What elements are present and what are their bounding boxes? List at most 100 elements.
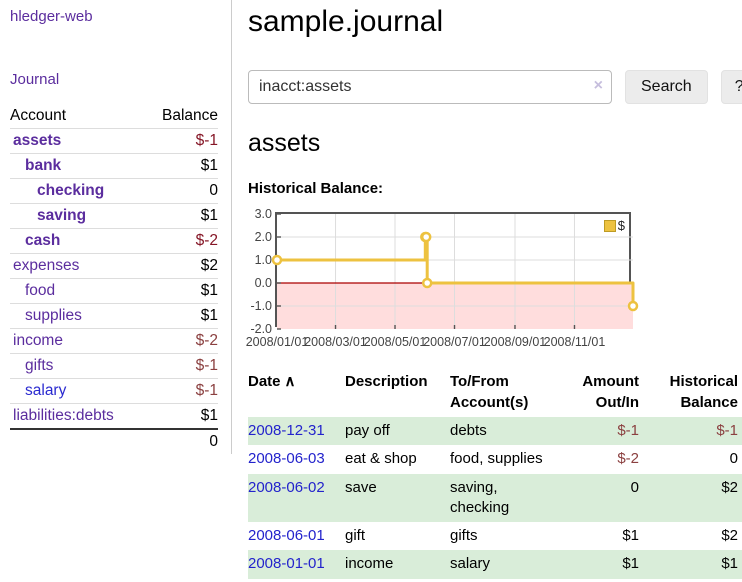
account-link[interactable]: income: [13, 332, 63, 349]
account-link[interactable]: bank: [25, 157, 62, 174]
account-link[interactable]: food: [25, 282, 56, 299]
data-point-marker: [627, 300, 639, 312]
sidebar: hledger-web Journal Account Balance asse…: [0, 0, 232, 454]
sidebar-item-journal[interactable]: Journal: [10, 71, 60, 88]
account-row: bank $1: [10, 153, 218, 179]
account-balance: $1: [145, 153, 218, 179]
account-balance: $1: [145, 203, 218, 229]
page-title: sample.journal: [248, 5, 444, 38]
account-link[interactable]: saving: [37, 207, 87, 224]
account-balance: $1: [145, 403, 218, 429]
account-balance: $2: [145, 253, 218, 279]
transaction-amount: 0: [553, 473, 643, 522]
account-row: salary $-1: [10, 378, 218, 404]
account-row: gifts $-1: [10, 353, 218, 379]
legend-swatch-icon: [603, 219, 616, 232]
transaction-amount: $1: [622, 527, 639, 544]
legend-label: $: [617, 218, 625, 233]
transaction-accounts: gifts: [450, 527, 478, 544]
account-column-header: Account: [10, 107, 67, 124]
transaction-row: 2008-06-03 eat & shop food, supplies $-2 0: [248, 445, 742, 473]
help-button[interactable]: ?: [720, 70, 742, 104]
chart-title-label: Historical Balance:: [248, 180, 384, 197]
account-row: income $-2: [10, 328, 218, 354]
account-row: food $1: [10, 278, 218, 304]
account-heading: assets: [248, 129, 321, 157]
main-content: sample.journal × Search ? assets Histori…: [246, 0, 742, 579]
transaction-amount: $-1: [553, 417, 643, 446]
account-balance: $-1: [145, 378, 218, 404]
transaction-row: 2008-06-02 save saving, checking 0 $2: [248, 473, 742, 522]
historical-balance-chart: 3.0 2.0 1.0 0.0 -1.0 -2.0 $ 2008/01/01 2008/03…: [246, 204, 742, 352]
account-link[interactable]: supplies: [25, 307, 82, 324]
x-tick-label: 2008/05/01: [363, 335, 427, 349]
account-row: saving $1: [10, 203, 218, 229]
data-point-marker: [421, 277, 433, 289]
accounts-total-balance: 0: [145, 428, 218, 454]
account-link[interactable]: expenses: [13, 257, 80, 274]
transaction-description: save: [345, 473, 450, 522]
account-link[interactable]: gifts: [25, 357, 54, 374]
y-tick-label: 2.0: [254, 230, 272, 244]
register-column-header-amount-out-in: Amount Out/In: [582, 373, 639, 411]
transaction-date-link[interactable]: 2008-12-31: [248, 422, 325, 439]
transaction-date-link[interactable]: 2008-06-03: [248, 450, 325, 468]
transaction-description: gift: [345, 527, 366, 544]
transaction-balance: $1: [643, 550, 742, 579]
account-row: cash $-2: [10, 228, 218, 254]
account-link[interactable]: salary: [25, 382, 67, 399]
transaction-row: 2008-01-01 income salary $1 $1: [248, 550, 742, 579]
transaction-accounts: debts: [450, 417, 553, 446]
y-tick-label: 0.0: [254, 276, 272, 290]
account-link[interactable]: checking: [37, 182, 105, 199]
search-input-wrap: ×: [248, 70, 612, 104]
chart-canvas: [271, 213, 639, 330]
app-title-link[interactable]: hledger-web: [10, 8, 93, 25]
account-row: supplies $1: [10, 303, 218, 329]
x-tick-label: 2008/09/01: [483, 335, 547, 349]
accounts-table-body: assets $-1 bank $1 checking 0 saving $1 cash $-2 e…: [10, 128, 218, 429]
accounts-total-row: 0: [10, 428, 218, 454]
chart-legend: $: [601, 217, 627, 234]
account-row: liabilities:debts $1: [10, 403, 218, 429]
transaction-accounts: saving, checking: [450, 473, 553, 522]
accounts-table-header-row: Account Balance: [10, 104, 218, 129]
account-link[interactable]: cash: [25, 232, 61, 249]
account-balance: $-2: [145, 328, 218, 354]
account-balance: $1: [145, 303, 218, 329]
transaction-row: 2008-12-31 pay off debts $-1 $-1: [248, 417, 742, 446]
clear-search-icon[interactable]: ×: [593, 77, 603, 94]
transaction-date-link[interactable]: 2008-06-01: [248, 527, 325, 544]
y-tick-label: 3.0: [254, 207, 272, 221]
transaction-amount: $1: [553, 550, 643, 579]
x-tick-label: 2008/11/01: [543, 335, 606, 349]
account-balance: 0: [145, 178, 218, 204]
transaction-balance: 0: [729, 450, 738, 468]
sort-ascending-icon: ∧: [284, 373, 296, 390]
account-balance: $1: [145, 278, 218, 304]
transaction-accounts: food, supplies: [450, 450, 543, 468]
account-balance: $-1: [145, 128, 218, 154]
data-point-marker: [420, 231, 432, 243]
transaction-balance: $2: [643, 473, 742, 522]
x-tick-label: 2008/07/01: [423, 335, 486, 349]
chart-plot-area: $: [271, 212, 639, 330]
transaction-date-link[interactable]: 2008-01-01: [248, 555, 325, 573]
data-point-marker: [271, 254, 283, 266]
search-button[interactable]: Search: [625, 70, 708, 104]
balance-column-header: Balance: [161, 107, 218, 124]
transaction-date-link[interactable]: 2008-06-02: [248, 478, 325, 496]
account-link[interactable]: liabilities:debts: [13, 407, 114, 424]
register-column-header-description: Description: [345, 373, 428, 390]
transaction-amount: $-2: [617, 450, 639, 468]
account-balance: $-2: [145, 228, 218, 254]
register-column-header-date[interactable]: Date ∧: [248, 373, 296, 390]
register-table: Date ∧ Description To/From Account(s) Amount…: [248, 369, 742, 579]
x-tick-label: 2008/03/01: [304, 335, 367, 349]
register-column-header-historical-balance: Historical Balance: [669, 373, 738, 411]
search-input[interactable]: [248, 70, 612, 104]
transaction-description: income: [345, 550, 450, 579]
account-row: assets $-1: [10, 128, 218, 154]
account-link[interactable]: assets: [13, 132, 62, 149]
register-column-header-to-from-account-s-: To/From Account(s): [450, 373, 529, 411]
